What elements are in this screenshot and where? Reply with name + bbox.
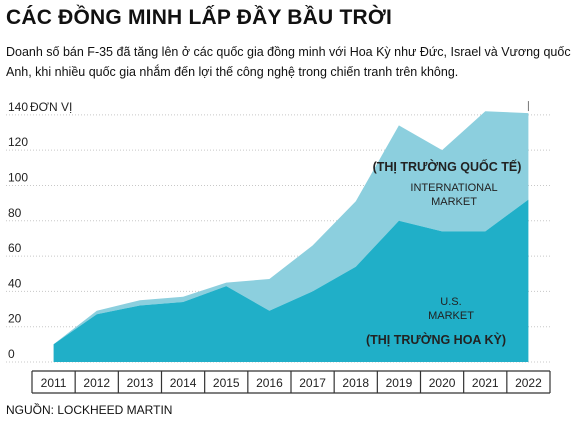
- chart-title: CÁC ĐỒNG MINH LẤP ĐẦY BẦU TRỜI: [6, 6, 392, 29]
- y-axis-label: ĐƠN VỊ: [30, 100, 72, 114]
- x-tick-label: 2020: [429, 376, 456, 390]
- y-tick-label: 20: [8, 312, 22, 326]
- x-tick-label: 2017: [299, 376, 326, 390]
- y-tick-label: 140: [8, 100, 28, 114]
- y-tick-label: 100: [8, 170, 28, 184]
- us-market-label: U.S.: [440, 296, 461, 308]
- y-tick-label: 120: [8, 135, 28, 149]
- x-axis: 2011 2012 2013 2014 2015 2016 2017 2018 2019 2020…: [31, 370, 551, 394]
- x-tick-label: 2014: [170, 376, 197, 390]
- labels: (THỊ TRƯỜNG QUỐC TẾ) INTERNATIONAL MARKET U…: [366, 159, 521, 347]
- y-tick-label: 60: [8, 241, 22, 255]
- areas: [53, 101, 529, 362]
- x-tick-label: 2021: [472, 376, 499, 390]
- x-tick-label: 2018: [342, 376, 369, 390]
- us-market-area: [53, 199, 529, 362]
- x-tick-label: 2012: [83, 376, 110, 390]
- x-tick-label: 2015: [213, 376, 240, 390]
- y-tick-label: 80: [8, 206, 22, 220]
- x-tick-label: 2011: [41, 376, 67, 390]
- x-tick-label: 2019: [386, 376, 413, 390]
- y-tick-label: 0: [8, 347, 15, 361]
- international-market-label-vi: (THỊ TRƯỜNG QUỐC TẾ): [373, 159, 522, 174]
- x-tick-label: 2022: [515, 376, 542, 390]
- source-note: NGUỒN: LOCKHEED MARTIN: [6, 403, 173, 417]
- international-market-area: [53, 111, 529, 345]
- y-tick-label: 40: [8, 276, 22, 290]
- chart-subtitle: Doanh số bán F-35 đã tăng lên ở các quốc…: [6, 45, 571, 79]
- international-market-label: INTERNATIONAL: [410, 182, 497, 194]
- us-market-label-vi: (THỊ TRƯỜNG HOA KỲ): [366, 332, 506, 347]
- x-tick-label: 2013: [127, 376, 154, 390]
- international-market-label: MARKET: [431, 196, 477, 208]
- us-market-label: MARKET: [428, 310, 474, 322]
- x-tick-label: 2016: [256, 376, 283, 390]
